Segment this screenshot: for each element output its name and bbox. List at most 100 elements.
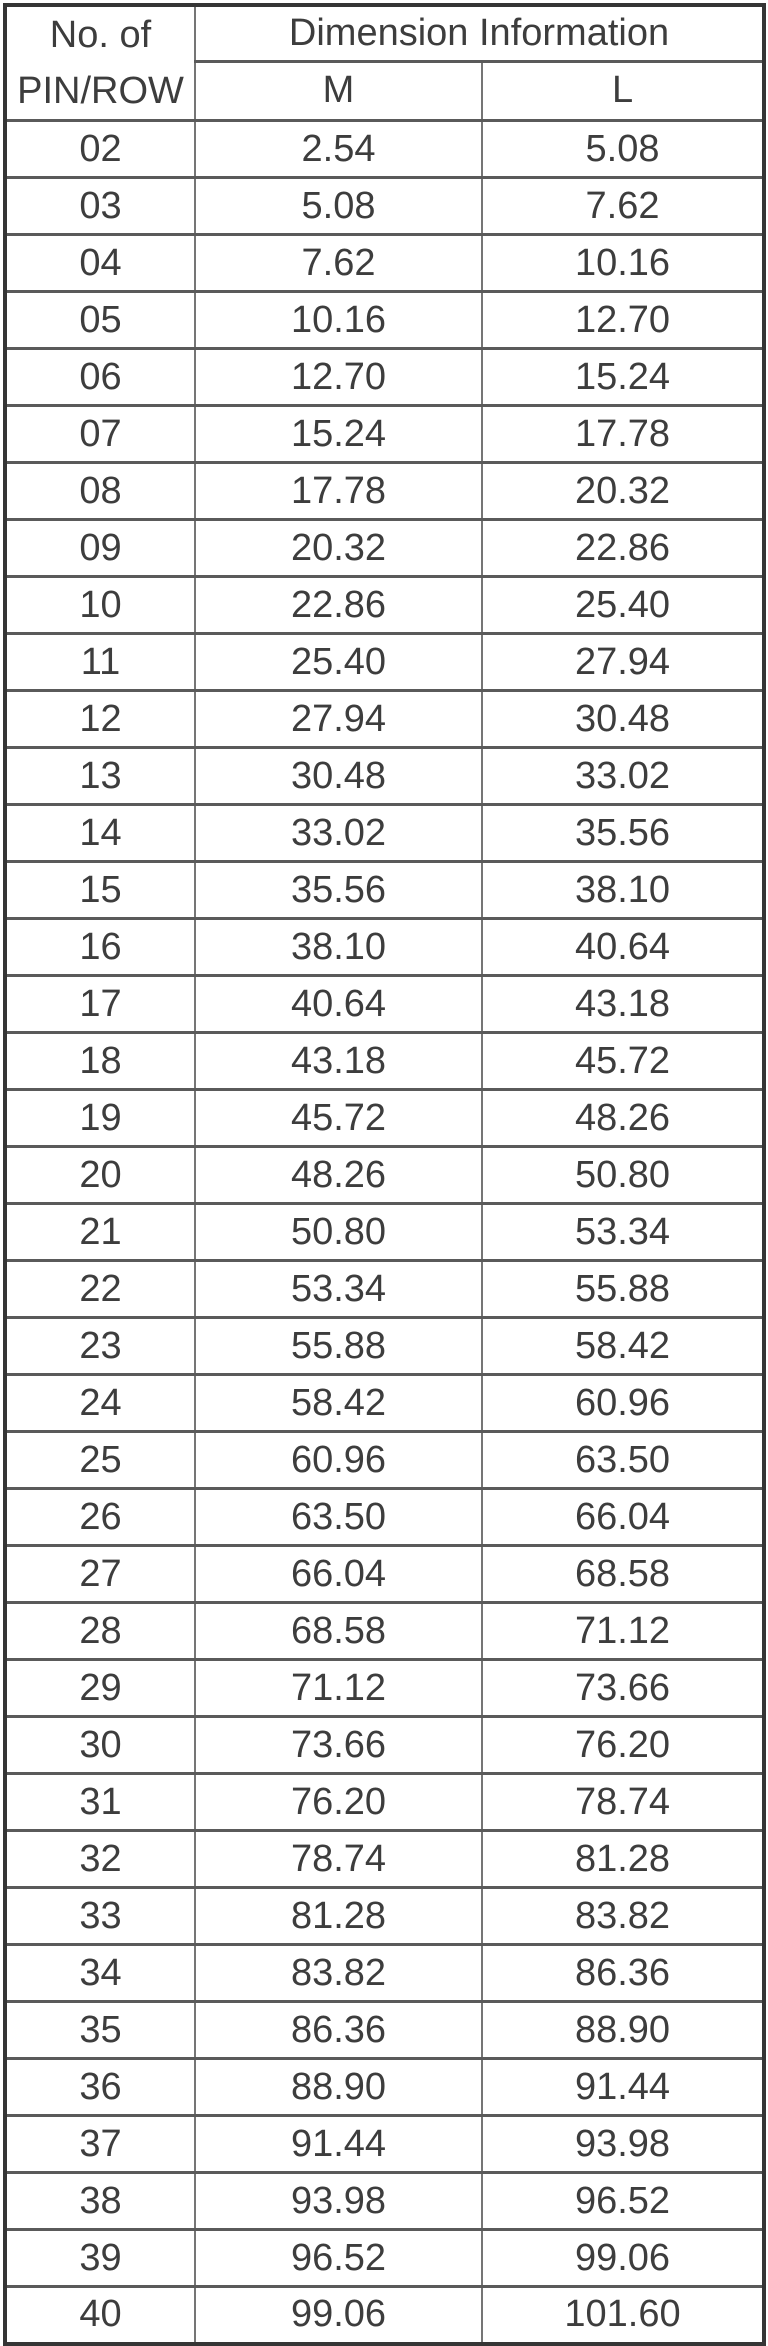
dimension-m-cell: 10.16 bbox=[194, 290, 483, 350]
dimension-l-cell: 35.56 bbox=[480, 803, 766, 863]
dimension-m-cell: 73.66 bbox=[194, 1715, 483, 1775]
dimension-l-cell: 86.36 bbox=[480, 1943, 766, 2003]
pin-count-cell: 23 bbox=[4, 1316, 196, 1376]
dimension-l-cell: 48.26 bbox=[480, 1088, 766, 1148]
table-row: 33 81.28 83.82 bbox=[4, 1886, 766, 1946]
pin-count-cell: 14 bbox=[4, 803, 196, 863]
dimension-m-cell: 35.56 bbox=[194, 860, 483, 920]
dimension-m-cell: 86.36 bbox=[194, 2000, 483, 2060]
dimension-l-cell: 71.12 bbox=[480, 1601, 766, 1661]
pin-row-header: No. of PIN/ROW bbox=[4, 3, 196, 122]
dimension-l-cell: 73.66 bbox=[480, 1658, 766, 1718]
pin-count-cell: 04 bbox=[4, 233, 196, 293]
pin-count-cell: 34 bbox=[4, 1943, 196, 2003]
dimension-table: No. of PIN/ROW Dimension Information M L… bbox=[3, 3, 767, 2346]
dimension-m-cell: 17.78 bbox=[194, 461, 483, 521]
table-row: 19 45.72 48.26 bbox=[4, 1088, 766, 1148]
pin-count-cell: 38 bbox=[4, 2171, 196, 2231]
table-row: 04 7.62 10.16 bbox=[4, 233, 766, 293]
dimension-m-cell: 99.06 bbox=[194, 2285, 483, 2345]
dimension-l-cell: 101.60 bbox=[480, 2285, 766, 2345]
dimension-l-cell: 15.24 bbox=[480, 347, 766, 407]
table-row: 22 53.34 55.88 bbox=[4, 1259, 766, 1319]
dimension-m-cell: 40.64 bbox=[194, 974, 483, 1034]
dimension-l-cell: 99.06 bbox=[480, 2228, 766, 2288]
pin-count-cell: 09 bbox=[4, 518, 196, 578]
dimension-m-cell: 5.08 bbox=[194, 176, 483, 236]
dimension-m-cell: 12.70 bbox=[194, 347, 483, 407]
dimension-m-cell: 63.50 bbox=[194, 1487, 483, 1547]
dimension-m-cell: 2.54 bbox=[194, 119, 483, 179]
dimension-l-cell: 76.20 bbox=[480, 1715, 766, 1775]
dimension-l-cell: 43.18 bbox=[480, 974, 766, 1034]
table-row: 18 43.18 45.72 bbox=[4, 1031, 766, 1091]
pin-count-cell: 13 bbox=[4, 746, 196, 806]
table-row: 23 55.88 58.42 bbox=[4, 1316, 766, 1376]
table-row: 36 88.90 91.44 bbox=[4, 2057, 766, 2117]
pin-count-cell: 29 bbox=[4, 1658, 196, 1718]
table-row: 31 76.20 78.74 bbox=[4, 1772, 766, 1832]
dimension-l-cell: 5.08 bbox=[480, 119, 766, 179]
dimension-m-cell: 45.72 bbox=[194, 1088, 483, 1148]
table-row: 37 91.44 93.98 bbox=[4, 2114, 766, 2174]
table-row: 29 71.12 73.66 bbox=[4, 1658, 766, 1718]
table-row: 10 22.86 25.40 bbox=[4, 575, 766, 635]
table-row: 14 33.02 35.56 bbox=[4, 803, 766, 863]
dimension-m-cell: 76.20 bbox=[194, 1772, 483, 1832]
dimension-m-cell: 53.34 bbox=[194, 1259, 483, 1319]
dimension-information-header: Dimension Information bbox=[193, 3, 766, 63]
table-row: 21 50.80 53.34 bbox=[4, 1202, 766, 1262]
dimension-m-cell: 78.74 bbox=[194, 1829, 483, 1889]
pin-count-cell: 16 bbox=[4, 917, 196, 977]
table-row: 16 38.10 40.64 bbox=[4, 917, 766, 977]
dimension-l-cell: 60.96 bbox=[480, 1373, 766, 1433]
dimension-m-cell: 66.04 bbox=[194, 1544, 483, 1604]
pin-count-cell: 28 bbox=[4, 1601, 196, 1661]
pin-count-cell: 10 bbox=[4, 575, 196, 635]
dimension-m-cell: 33.02 bbox=[194, 803, 483, 863]
dimension-l-cell: 93.98 bbox=[480, 2114, 766, 2174]
dimension-m-cell: 88.90 bbox=[194, 2057, 483, 2117]
dimension-l-cell: 45.72 bbox=[480, 1031, 766, 1091]
dimension-m-cell: 81.28 bbox=[194, 1886, 483, 1946]
dimension-l-cell: 81.28 bbox=[480, 1829, 766, 1889]
dimension-m-cell: 48.26 bbox=[194, 1145, 483, 1205]
table-row: 35 86.36 88.90 bbox=[4, 2000, 766, 2060]
dimension-m-cell: 27.94 bbox=[194, 689, 483, 749]
dimension-m-cell: 93.98 bbox=[194, 2171, 483, 2231]
dimension-m-cell: 96.52 bbox=[194, 2228, 483, 2288]
table-row: 13 30.48 33.02 bbox=[4, 746, 766, 806]
pin-count-cell: 36 bbox=[4, 2057, 196, 2117]
dimension-m-cell: 60.96 bbox=[194, 1430, 483, 1490]
dimension-l-cell: 88.90 bbox=[480, 2000, 766, 2060]
pin-count-cell: 02 bbox=[4, 119, 196, 179]
table-row: 26 63.50 66.04 bbox=[4, 1487, 766, 1547]
pin-count-cell: 31 bbox=[4, 1772, 196, 1832]
table-row: 05 10.16 12.70 bbox=[4, 290, 766, 350]
column-header-m: M bbox=[194, 59, 483, 123]
table-row: 30 73.66 76.20 bbox=[4, 1715, 766, 1775]
table-row: 38 93.98 96.52 bbox=[4, 2171, 766, 2231]
table-row: 24 58.42 60.96 bbox=[4, 1373, 766, 1433]
table-row: 06 12.70 15.24 bbox=[4, 347, 766, 407]
dimension-m-cell: 15.24 bbox=[194, 404, 483, 464]
pin-count-cell: 37 bbox=[4, 2114, 196, 2174]
pin-count-cell: 07 bbox=[4, 404, 196, 464]
dimension-m-cell: 58.42 bbox=[194, 1373, 483, 1433]
pin-count-cell: 27 bbox=[4, 1544, 196, 1604]
dimension-m-cell: 91.44 bbox=[194, 2114, 483, 2174]
pin-count-cell: 15 bbox=[4, 860, 196, 920]
dimension-l-cell: 96.52 bbox=[480, 2171, 766, 2231]
pin-count-cell: 32 bbox=[4, 1829, 196, 1889]
pin-count-cell: 21 bbox=[4, 1202, 196, 1262]
dimension-l-cell: 66.04 bbox=[480, 1487, 766, 1547]
pin-count-cell: 26 bbox=[4, 1487, 196, 1547]
dimension-m-cell: 20.32 bbox=[194, 518, 483, 578]
pin-count-cell: 18 bbox=[4, 1031, 196, 1091]
table-row: 07 15.24 17.78 bbox=[4, 404, 766, 464]
dimension-l-cell: 30.48 bbox=[480, 689, 766, 749]
dimension-l-cell: 20.32 bbox=[480, 461, 766, 521]
table-row: 17 40.64 43.18 bbox=[4, 974, 766, 1034]
pin-count-cell: 06 bbox=[4, 347, 196, 407]
